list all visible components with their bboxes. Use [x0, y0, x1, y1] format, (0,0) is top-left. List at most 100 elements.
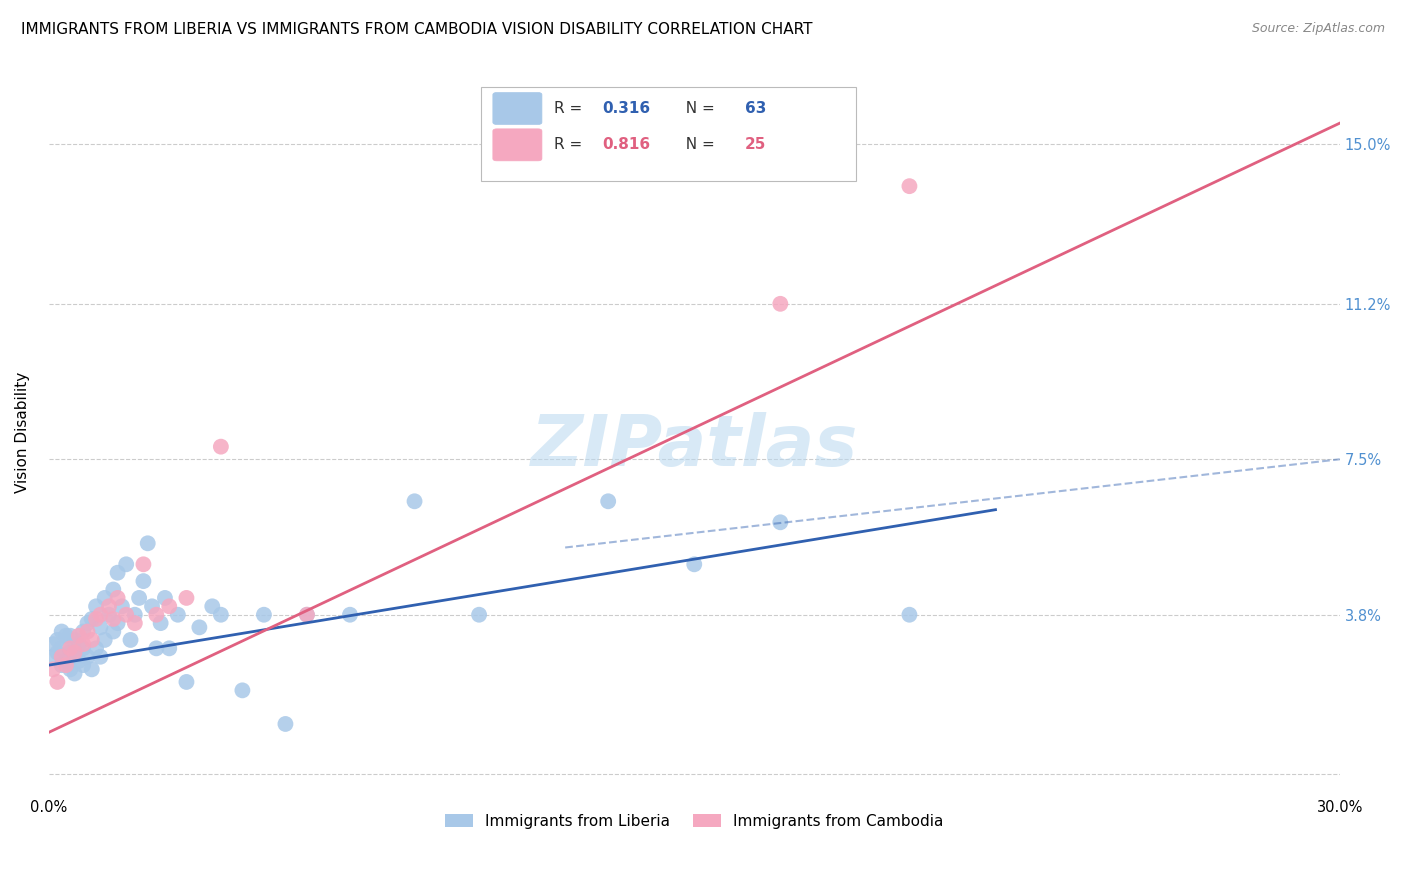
Point	[115, 607, 138, 622]
Point	[231, 683, 253, 698]
Point	[124, 607, 146, 622]
Point	[898, 179, 921, 194]
Point	[339, 607, 361, 622]
Point	[769, 516, 792, 530]
Point	[51, 641, 73, 656]
Text: 25: 25	[745, 137, 766, 153]
Point	[72, 641, 94, 656]
Point	[63, 666, 86, 681]
Text: 0.316: 0.316	[603, 101, 651, 116]
Point	[63, 646, 86, 660]
Point	[295, 607, 318, 622]
Point	[51, 649, 73, 664]
Point	[898, 607, 921, 622]
Point	[89, 607, 111, 622]
Point	[115, 558, 138, 572]
Point	[89, 649, 111, 664]
Point	[67, 629, 90, 643]
Point	[72, 637, 94, 651]
Point	[89, 620, 111, 634]
Point	[124, 616, 146, 631]
Point	[84, 641, 107, 656]
Point	[72, 624, 94, 639]
Point	[209, 440, 232, 454]
Point	[59, 646, 82, 660]
Point	[76, 616, 98, 631]
Point	[176, 675, 198, 690]
Point	[55, 654, 77, 668]
Point	[46, 646, 69, 660]
Text: R =: R =	[554, 137, 586, 153]
Point	[84, 599, 107, 614]
Point	[107, 616, 129, 631]
Point	[188, 620, 211, 634]
Point	[51, 658, 73, 673]
Text: R =: R =	[554, 101, 586, 116]
Point	[98, 599, 121, 614]
Point	[46, 675, 69, 690]
Point	[42, 637, 65, 651]
Point	[80, 662, 103, 676]
Text: N =: N =	[676, 137, 720, 153]
FancyBboxPatch shape	[494, 128, 541, 161]
Point	[120, 632, 142, 647]
Point	[107, 591, 129, 605]
Point	[201, 599, 224, 614]
Point	[67, 654, 90, 668]
Point	[404, 494, 426, 508]
Point	[59, 641, 82, 656]
Point	[59, 662, 82, 676]
Point	[98, 607, 121, 622]
Point	[46, 632, 69, 647]
Point	[153, 591, 176, 605]
Y-axis label: Vision Disability: Vision Disability	[15, 371, 30, 492]
Point	[80, 612, 103, 626]
Point	[132, 558, 155, 572]
Point	[72, 658, 94, 673]
Point	[76, 624, 98, 639]
Point	[166, 607, 188, 622]
Point	[598, 494, 620, 508]
Point	[51, 624, 73, 639]
Point	[42, 662, 65, 676]
Point	[93, 591, 115, 605]
Point	[209, 607, 232, 622]
Point	[80, 632, 103, 647]
Point	[157, 641, 180, 656]
Point	[274, 717, 297, 731]
Point	[63, 632, 86, 647]
Point	[111, 599, 134, 614]
Point	[63, 649, 86, 664]
Point	[145, 607, 167, 622]
Point	[145, 641, 167, 656]
Point	[149, 616, 172, 631]
Point	[769, 297, 792, 311]
Point	[42, 649, 65, 664]
Text: N =: N =	[676, 101, 720, 116]
Point	[103, 624, 125, 639]
Point	[141, 599, 163, 614]
Legend: Immigrants from Liberia, Immigrants from Cambodia: Immigrants from Liberia, Immigrants from…	[439, 808, 949, 835]
Text: Source: ZipAtlas.com: Source: ZipAtlas.com	[1251, 22, 1385, 36]
Point	[253, 607, 276, 622]
Point	[157, 599, 180, 614]
Text: ZIPatlas: ZIPatlas	[530, 412, 858, 481]
FancyBboxPatch shape	[494, 93, 541, 125]
Point	[84, 612, 107, 626]
Point	[59, 629, 82, 643]
Text: 0.816: 0.816	[603, 137, 651, 153]
Point	[103, 612, 125, 626]
Point	[103, 582, 125, 597]
Point	[76, 649, 98, 664]
Point	[468, 607, 491, 622]
Point	[136, 536, 159, 550]
Point	[55, 658, 77, 673]
Text: 63: 63	[745, 101, 766, 116]
Point	[132, 574, 155, 588]
Point	[107, 566, 129, 580]
Point	[67, 637, 90, 651]
Point	[176, 591, 198, 605]
Point	[55, 629, 77, 643]
FancyBboxPatch shape	[481, 87, 856, 181]
Point	[128, 591, 150, 605]
